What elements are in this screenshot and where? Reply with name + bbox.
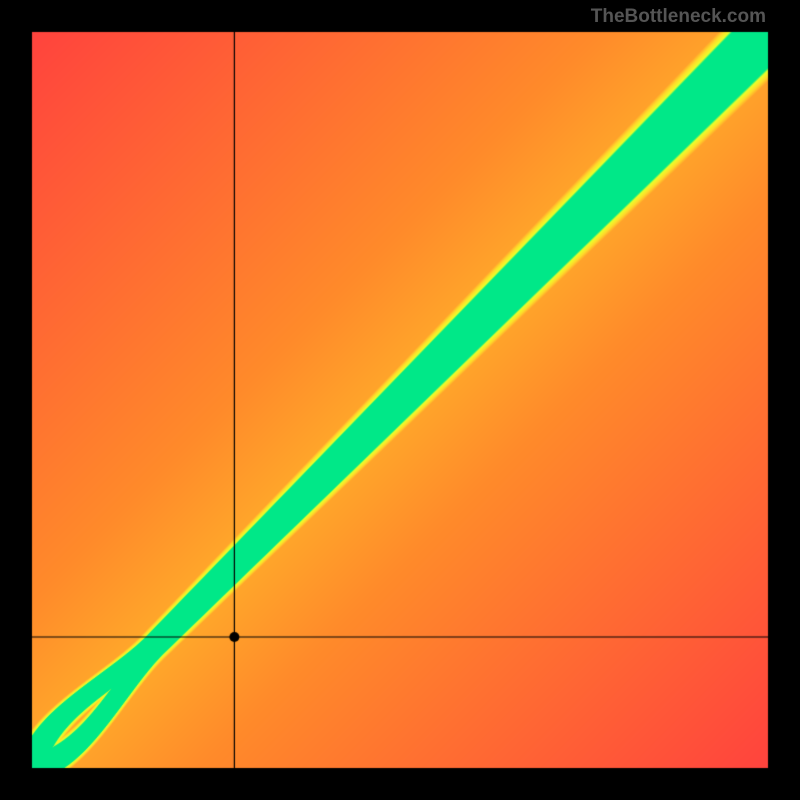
watermark-label: TheBottleneck.com <box>591 6 766 28</box>
bottleneck-heatmap <box>0 0 800 800</box>
chart-container: TheBottleneck.com <box>0 0 800 800</box>
